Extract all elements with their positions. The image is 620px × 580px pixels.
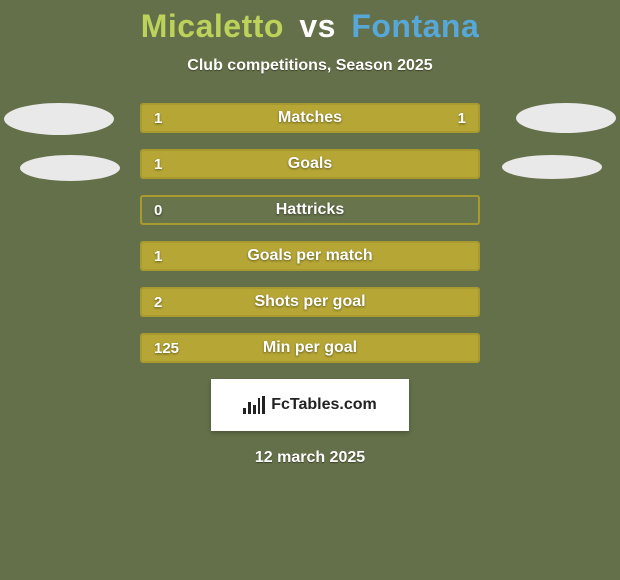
stat-label: Hattricks	[142, 197, 478, 223]
player1-name: Micaletto	[141, 8, 284, 44]
stat-row: 11Matches	[140, 103, 480, 133]
stat-value-left: 0	[154, 197, 162, 223]
stat-bar-left	[142, 105, 310, 131]
decor-ellipse-left-2	[20, 155, 120, 181]
comparison-card: Micaletto vs Fontana Club competitions, …	[0, 0, 620, 580]
stat-bar-left	[142, 335, 478, 361]
decor-ellipse-right-1	[516, 103, 616, 133]
subtitle: Club competitions, Season 2025	[0, 57, 620, 75]
decor-ellipse-left-1	[4, 103, 114, 135]
chart-icon	[243, 396, 265, 414]
decor-ellipse-right-2	[502, 155, 602, 179]
player2-name: Fontana	[351, 8, 479, 44]
date-label: 12 march 2025	[0, 449, 620, 467]
stat-bars: 11Matches 1Goals 0Hattricks 1Goals per matc…	[140, 103, 480, 363]
stat-row: 1Goals per match	[140, 241, 480, 271]
source-text: FcTables.com	[271, 396, 377, 414]
vs-label: vs	[299, 8, 336, 44]
stat-row: 2Shots per goal	[140, 287, 480, 317]
page-title: Micaletto vs Fontana	[0, 8, 620, 45]
stat-row: 1Goals	[140, 149, 480, 179]
stat-bar-right	[310, 105, 478, 131]
stat-row: 125Min per goal	[140, 333, 480, 363]
stat-bar-left	[142, 289, 478, 315]
stats-content: 11Matches 1Goals 0Hattricks 1Goals per matc…	[0, 103, 620, 363]
source-badge: FcTables.com	[211, 379, 409, 431]
stat-row: 0Hattricks	[140, 195, 480, 225]
stat-bar-left	[142, 151, 478, 177]
stat-bar-left	[142, 243, 478, 269]
